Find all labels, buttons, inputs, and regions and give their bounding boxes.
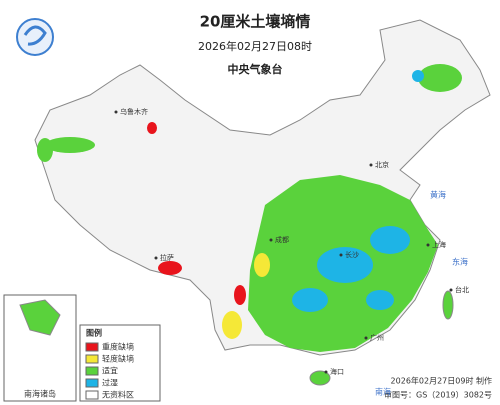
place-label: 长沙 — [345, 250, 359, 259]
dry-region — [234, 285, 246, 305]
wet-region — [370, 226, 410, 254]
inset-land — [19, 299, 61, 336]
place-label: 成都 — [275, 235, 289, 244]
city-dot — [324, 370, 328, 374]
legend-label: 适宜 — [102, 366, 118, 376]
legend-label: 无资料区 — [102, 390, 134, 400]
place-label: 海口 — [330, 367, 344, 376]
city-dot — [339, 253, 343, 257]
place-label: 北京 — [375, 160, 389, 169]
place-label: 上海 — [432, 240, 446, 249]
sea-label: 黄海 — [430, 190, 446, 200]
city-dot — [426, 243, 430, 247]
legend-label: 轻度缺墒 — [102, 354, 134, 364]
sea-label: 南海 — [375, 387, 391, 397]
wet-region — [412, 70, 424, 82]
mild-dry-region — [254, 253, 270, 277]
moisture-region — [418, 64, 462, 92]
legend-label: 过湿 — [102, 378, 118, 388]
city-dot — [269, 238, 273, 242]
dry-region — [147, 122, 157, 134]
map-date: 2026年02月27日08时 — [198, 39, 312, 53]
inset-label: 南海诸岛 — [24, 389, 56, 399]
legend-swatch — [85, 342, 99, 352]
logo-mark — [23, 25, 47, 46]
place-label: 拉萨 — [160, 253, 174, 262]
logo — [16, 18, 54, 56]
place-label: 广州 — [370, 333, 384, 342]
legend-swatch — [85, 390, 99, 400]
legend-swatch — [85, 354, 99, 364]
city-dot — [154, 256, 158, 260]
place-label: 乌鲁木齐 — [120, 107, 148, 116]
wet-region — [292, 288, 328, 312]
legend-title: 图例 — [86, 328, 102, 338]
island — [442, 290, 454, 320]
footer-approval: 审图号：GS（2019）3082号 — [384, 390, 492, 400]
island — [309, 370, 331, 386]
city-dot — [114, 110, 118, 114]
city-dot — [364, 336, 368, 340]
dry-region — [158, 261, 182, 275]
place-label: 台北 — [455, 285, 469, 294]
moisture-region — [37, 138, 53, 162]
city-dot — [369, 163, 373, 167]
wet-region — [317, 247, 373, 283]
city-dot — [449, 288, 453, 292]
map-agency: 中央气象台 — [228, 62, 283, 76]
sea-label: 东海 — [452, 257, 468, 267]
footer-made: 2026年02月27日09时 制作 — [391, 376, 492, 386]
map-title: 20厘米土壤墒情 — [200, 13, 311, 31]
legend-label: 重度缺墒 — [102, 342, 134, 352]
legend-swatch — [85, 366, 99, 376]
wet-region — [366, 290, 394, 310]
mild-dry-region — [222, 311, 242, 339]
moisture-region — [45, 137, 95, 153]
legend-swatch — [85, 378, 99, 388]
